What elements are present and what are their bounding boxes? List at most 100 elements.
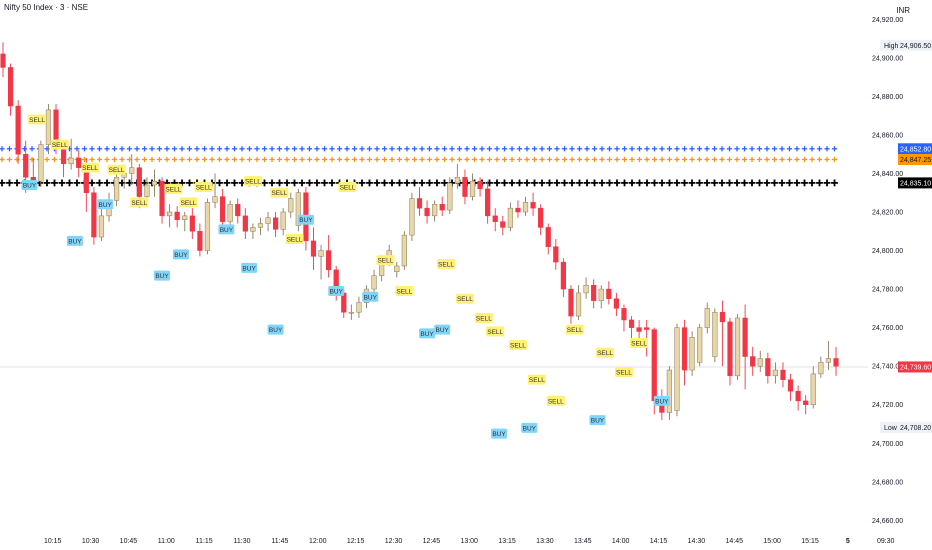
sell-signal-label: SELL	[377, 258, 393, 265]
current-price-label: 24,739.60	[900, 364, 931, 371]
candle-up	[447, 182, 453, 211]
sell-signal-label: SELL	[616, 369, 632, 376]
candle-up	[257, 223, 264, 228]
candle-down	[60, 148, 67, 165]
sell-signal-label: SELL	[597, 350, 613, 357]
buy-signal-badge	[653, 395, 670, 406]
y-tick-label: 24,880.00	[872, 94, 903, 101]
x-tick-label: 12:30	[385, 538, 403, 545]
x-tick-label: 12:00	[309, 538, 327, 545]
sell-signal-badge	[437, 259, 456, 270]
candle-up	[454, 177, 460, 184]
y-tick-label: 24,740.00	[872, 364, 903, 371]
candle-down	[644, 327, 650, 330]
y-tick-label: 24,680.00	[872, 479, 903, 486]
candle-down	[515, 207, 521, 213]
candle-down	[787, 379, 794, 392]
sell-signal-label: SELL	[438, 262, 454, 269]
x-tick-label: 15:00	[763, 538, 781, 545]
candle-up	[697, 327, 703, 363]
candle-up	[45, 109, 52, 145]
candle-down	[159, 180, 165, 217]
candle-up	[288, 198, 294, 213]
candle-down	[727, 321, 733, 377]
buy-signal-label: BUY	[269, 327, 283, 334]
buy-signal-label: BUY	[420, 331, 434, 338]
y-tick-label: 24,840.00	[872, 171, 903, 178]
x-tick-label: 11:00	[158, 538, 175, 545]
x-tick-label: 09:30	[877, 538, 895, 545]
candle-down	[485, 188, 491, 217]
candle-up	[394, 265, 400, 272]
candle-up	[810, 373, 816, 405]
candle-down	[23, 153, 29, 178]
buy-signal-label: BUY	[492, 431, 506, 438]
candle-down	[780, 369, 786, 380]
currency-label: INR	[896, 6, 910, 15]
y-tick-label: 24,820.00	[872, 210, 903, 217]
x-tick-label: 5	[846, 538, 850, 545]
candle-up	[409, 198, 415, 236]
sell-signal-badge	[107, 164, 126, 175]
candle-up	[704, 308, 710, 328]
x-tick-label: 10:30	[82, 538, 100, 545]
candle-down	[0, 53, 6, 68]
sell-signal-label: SELL	[82, 165, 98, 172]
candle-down	[326, 250, 332, 271]
candle-down	[636, 327, 642, 332]
x-tick-label: 14:30	[688, 538, 706, 545]
x-tick-label: 14:00	[612, 538, 630, 545]
candle-down	[416, 198, 423, 209]
buy-signal-label: BUY	[299, 217, 313, 224]
buy-signal-label: BUY	[155, 273, 169, 280]
x-tick-label: 11:30	[234, 538, 251, 545]
buy-signal-label: BUY	[174, 252, 188, 259]
candle-up	[575, 292, 582, 317]
candle-up	[734, 317, 741, 377]
buy-signal-badge	[97, 199, 114, 210]
sell-signal-label: SELL	[52, 142, 68, 149]
candle-down	[136, 167, 142, 197]
sell-signal-badge	[546, 395, 565, 406]
x-tick-label: 12:45	[423, 538, 441, 545]
y-tick-label: 24,900.00	[872, 55, 903, 62]
sell-signal-label: SELL	[631, 341, 647, 348]
x-tick-label: 14:45	[725, 538, 743, 545]
candle-up	[583, 284, 589, 294]
candle-up	[522, 202, 529, 213]
candle-down	[439, 204, 445, 211]
x-tick-label: 15:15	[801, 538, 819, 545]
candle-up	[151, 180, 158, 186]
buy-signal-badge	[419, 328, 436, 339]
candle-up	[356, 302, 362, 313]
candle-down	[310, 240, 317, 257]
sell-signal-label: SELL	[476, 316, 492, 323]
buy-signal-label: BUY	[99, 202, 113, 209]
buy-signal-badge	[589, 415, 606, 426]
y-tick-label: 24,760.00	[872, 325, 903, 332]
x-tick-label: 11:15	[196, 538, 213, 545]
buy-signal-badge	[521, 422, 538, 433]
candle-up	[295, 192, 301, 226]
candle-down	[742, 317, 748, 357]
sell-signal-badge	[565, 324, 584, 335]
sell-signal-label: SELL	[487, 329, 503, 336]
sell-signal-badge	[596, 347, 615, 358]
candle-up	[98, 215, 105, 238]
buy-signal-label: BUY	[523, 425, 537, 432]
low-tag-value: 24,708.20	[900, 425, 931, 432]
y-tick-label: 24,660.00	[872, 518, 903, 525]
sell-signal-badge	[285, 233, 304, 244]
candle-down	[545, 227, 551, 247]
buy-signal-label: BUY	[364, 294, 378, 301]
candle-up	[38, 144, 44, 182]
sell-signal-badge	[614, 366, 633, 377]
sell-signal-badge	[338, 181, 357, 192]
buy-signal-badge	[241, 262, 258, 273]
candle-up	[129, 167, 135, 174]
sell-signal-badge	[130, 197, 149, 208]
candle-down	[681, 327, 688, 371]
sell-signal-label: SELL	[196, 184, 212, 191]
sell-signal-badge	[179, 197, 198, 208]
